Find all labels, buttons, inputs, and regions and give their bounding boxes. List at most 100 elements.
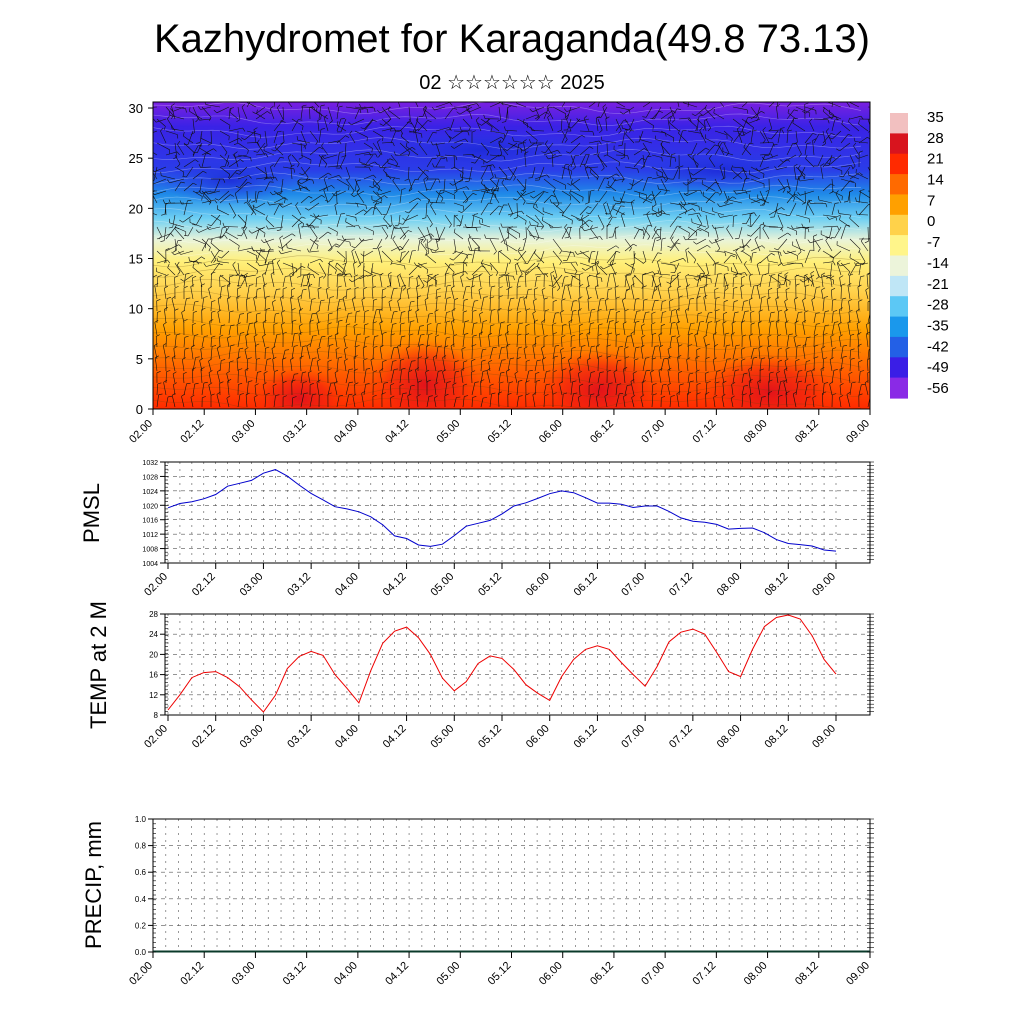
wind-barb: [462, 383, 468, 396]
wind-barb: [363, 174, 377, 180]
wind-barb: [651, 311, 656, 324]
wind-barb: [327, 296, 334, 312]
wind-barb: [369, 178, 383, 189]
wind-barb: [237, 154, 252, 162]
wind-barb: [342, 295, 347, 312]
x-tick-label: 09.00: [810, 571, 838, 599]
wind-barb: [579, 383, 584, 396]
wind-barb: [642, 102, 658, 108]
wind-barb: [153, 130, 158, 133]
wind-barb: [597, 355, 603, 372]
wind-barb: [279, 202, 293, 208]
wind-barb: [164, 274, 169, 288]
wind-barb: [390, 333, 395, 347]
wind-barb: [415, 102, 419, 108]
wind-barb: [570, 300, 578, 312]
wind-barb: [334, 202, 339, 216]
wind-barb: [201, 199, 218, 204]
wind-barb: [660, 237, 666, 252]
wind-barb: [255, 288, 262, 300]
wind-barb: [300, 130, 307, 148]
wind-barb: [167, 178, 185, 184]
wind-barb: [353, 355, 358, 372]
wind-barb: [336, 250, 346, 263]
wind-barb: [525, 333, 530, 348]
wind-barb: [642, 370, 651, 384]
wind-barb: [156, 371, 161, 384]
wind-barb: [169, 218, 185, 228]
precip-y-label: PRECIP, mm: [81, 821, 106, 949]
wind-barb: [525, 130, 538, 145]
wind-barb: [489, 205, 503, 216]
colorbar-label: -35: [927, 318, 949, 335]
wind-barb: [237, 181, 252, 192]
wind-barb: [503, 239, 518, 252]
wind-barb: [154, 282, 159, 300]
wind-barb: [622, 321, 627, 336]
wind-barb: [561, 164, 569, 180]
wind-barb: [604, 298, 609, 312]
wind-barb: [316, 346, 321, 360]
wind-barb: [426, 226, 432, 243]
wind-barb: [350, 190, 365, 197]
wind-barb: [549, 199, 563, 204]
wind-barb: [552, 322, 557, 336]
wind-barb: [234, 190, 239, 204]
wind-barb: [398, 102, 401, 108]
wind-barb: [336, 178, 350, 191]
wind-barb: [345, 312, 353, 324]
wind-barb: [354, 152, 372, 156]
wind-barb: [615, 106, 631, 114]
wind-barb: [351, 248, 356, 264]
wind-barb: [290, 262, 295, 278]
wind-barb: [208, 286, 212, 300]
x-tick-label: 07.00: [639, 960, 667, 988]
wind-barb: [372, 383, 378, 396]
wind-barb: [514, 250, 527, 261]
wind-barb: [156, 233, 174, 240]
colorbar-swatch: [890, 174, 908, 196]
wind-barb: [516, 296, 525, 312]
wind-barb: [633, 229, 644, 240]
wind-barb: [408, 179, 420, 192]
wind-barb: [270, 271, 275, 288]
wind-barb: [174, 226, 187, 236]
x-tick-label: 04.12: [381, 723, 409, 751]
wind-barb: [444, 320, 451, 336]
wind-barb: [498, 346, 506, 360]
wind-barb: [245, 102, 257, 108]
wind-barb: [578, 296, 583, 312]
wind-barb: [234, 151, 239, 168]
wind-barb: [660, 154, 676, 162]
x-tick-label: 04.12: [381, 571, 409, 599]
wind-barb: [597, 371, 604, 384]
wind-barb: [393, 151, 410, 156]
wind-barb: [533, 298, 538, 312]
wind-barb: [669, 153, 676, 168]
wind-barb: [363, 226, 374, 236]
wind-barb: [579, 146, 594, 156]
x-tick-label: 02.00: [142, 723, 170, 751]
wind-barb: [183, 286, 188, 299]
x-tick-label: 06.12: [588, 418, 616, 446]
wind-barb: [570, 334, 576, 348]
wind-barb: [595, 394, 600, 408]
wind-barb: [264, 295, 270, 312]
wind-barb: [426, 313, 433, 324]
wind-barb: [279, 235, 284, 252]
t2m-panel: 8 12 16 20 24 28 02.00 02.12 03.00 03.12 04.00 04.…: [86, 601, 874, 751]
wind-barb: [363, 358, 368, 372]
wind-barb: [588, 102, 597, 108]
contour-line: [153, 349, 862, 363]
wind-barb: [434, 395, 438, 408]
wind-barb: [561, 250, 575, 257]
wind-barb: [422, 202, 428, 220]
wind-barb: [191, 344, 196, 360]
wind-barb: [561, 276, 569, 288]
wind-barb: [552, 345, 560, 360]
wind-barb: [354, 108, 364, 120]
wind-barb: [597, 383, 604, 396]
wind-barb: [642, 272, 647, 288]
wind-barb: [453, 360, 459, 372]
